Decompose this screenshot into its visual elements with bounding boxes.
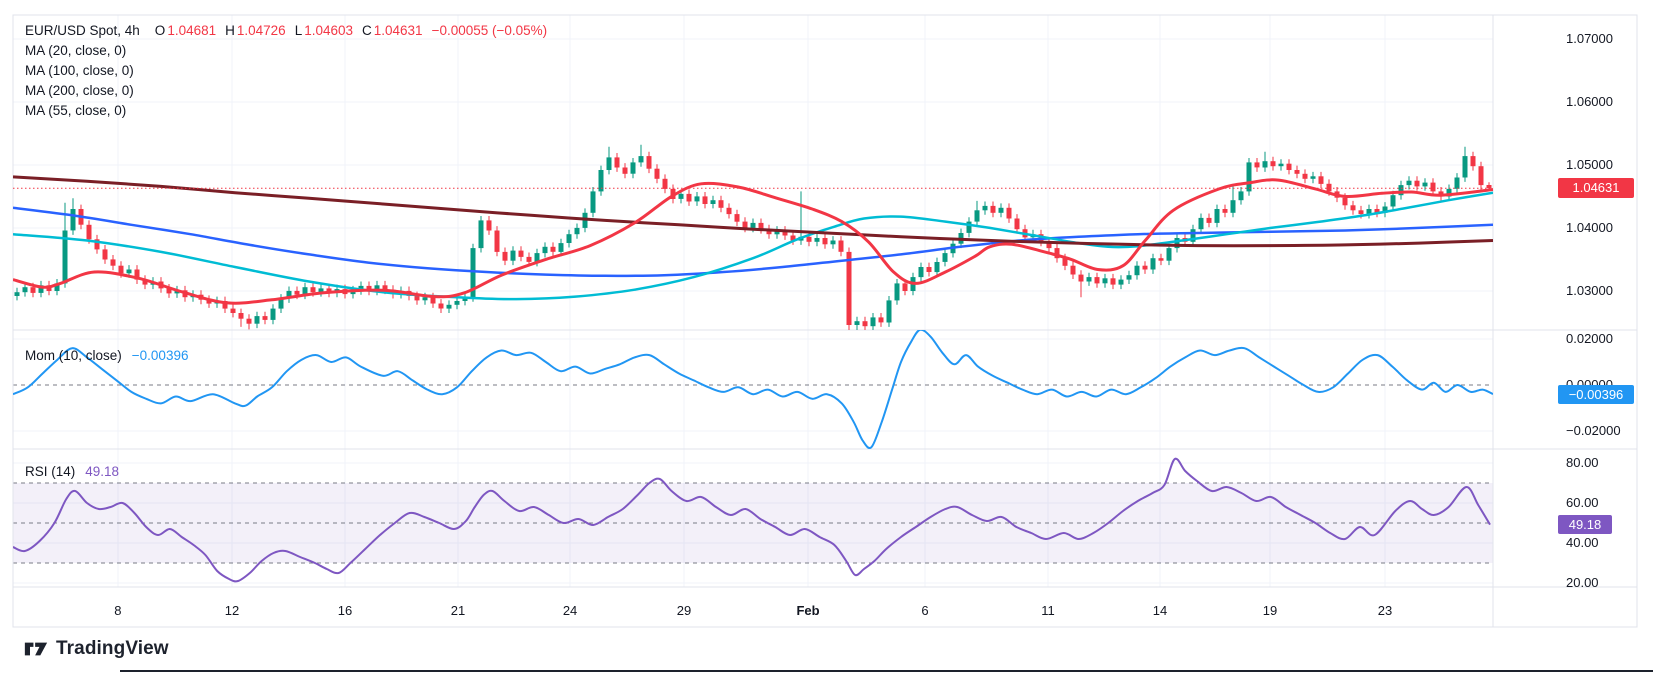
time-tick-label: 14: [1152, 603, 1168, 618]
high-value: 1.04726: [236, 23, 286, 38]
price-tick-label: 1.06000: [1566, 93, 1613, 109]
open-label: O: [154, 23, 166, 38]
rsi-tick-label: 60.00: [1566, 495, 1599, 510]
legend: EUR/USD Spot, 4h O 1.04681 H 1.04726 L 1.04603…: [25, 21, 547, 121]
ma100-label: MA (100, close, 0): [25, 63, 134, 78]
close-label: C: [362, 23, 372, 38]
price-tick-label: 1.04000: [1566, 219, 1613, 235]
time-tick-label: Feb: [796, 603, 820, 618]
change-value: −0.00055 (−0.05%): [431, 23, 548, 38]
high-label: H: [225, 23, 235, 38]
rsi-legend[interactable]: RSI (14) 49.18: [25, 462, 119, 482]
ma200-label: MA (200, close, 0): [25, 83, 134, 98]
time-tick-label: 29: [676, 603, 692, 618]
open-value: 1.04681: [167, 23, 217, 38]
ma20-label: MA (20, close, 0): [25, 43, 127, 58]
price-scale[interactable]: 1.07000 1.06000 1.05000 1.04000 1.03000 0.020…: [1493, 15, 1637, 627]
low-label: L: [294, 23, 303, 38]
momentum-tick-label: −0.02000: [1566, 423, 1621, 439]
time-tick-label: 16: [337, 603, 353, 618]
rsi-tick-label: 80.00: [1566, 455, 1599, 470]
time-tick-label: 24: [562, 603, 578, 618]
time-tick-label: 21: [450, 603, 466, 618]
ma55-label: MA (55, close, 0): [25, 103, 127, 118]
price-tick-label: 1.05000: [1566, 156, 1613, 172]
rsi-value-badge: 49.18: [1558, 515, 1612, 534]
momentum-label: Mom (10, close): [25, 348, 122, 363]
time-tick-label: 6: [921, 603, 929, 618]
legend-ma20-row[interactable]: MA (20, close, 0): [25, 41, 547, 61]
rsi-tick-label: 40.00: [1566, 535, 1599, 550]
momentum-tick-label: 0.02000: [1566, 330, 1613, 346]
time-tick-label: 23: [1377, 603, 1393, 618]
low-value: 1.04603: [304, 23, 354, 38]
legend-ma100-row[interactable]: MA (100, close, 0): [25, 61, 547, 81]
legend-symbol-row[interactable]: EUR/USD Spot, 4h O 1.04681 H 1.04726 L 1.04603…: [25, 21, 547, 41]
momentum-legend[interactable]: Mom (10, close) −0.00396: [25, 346, 188, 366]
tradingview-logo-icon: [24, 642, 48, 656]
current-price-badge: 1.04631: [1558, 178, 1634, 198]
time-tick-label: 12: [224, 603, 240, 618]
momentum-value: −0.00396: [131, 348, 189, 363]
price-tick-label: 1.03000: [1566, 282, 1613, 298]
time-axis[interactable]: 8 12 16 21 24 29 Feb 6 11 14 19 23: [13, 587, 1493, 627]
bottom-divider: [120, 670, 1653, 672]
symbol-title: EUR/USD Spot, 4h: [25, 23, 140, 38]
time-tick-label: 8: [114, 603, 122, 618]
rsi-value: 49.18: [85, 464, 120, 479]
tradingview-logo-text: TradingView: [56, 638, 169, 659]
time-tick-label: 11: [1041, 603, 1055, 618]
legend-ma55-row[interactable]: MA (55, close, 0): [25, 101, 547, 121]
time-tick-label: 19: [1262, 603, 1278, 618]
momentum-value-badge: −0.00396: [1558, 385, 1634, 404]
rsi-label: RSI (14): [25, 464, 76, 479]
close-value: 1.04631: [373, 23, 423, 38]
legend-ma200-row[interactable]: MA (200, close, 0): [25, 81, 547, 101]
tradingview-logo[interactable]: TradingView: [24, 638, 169, 660]
price-tick-label: 1.07000: [1566, 30, 1613, 46]
rsi-tick-label: 20.00: [1566, 575, 1599, 590]
